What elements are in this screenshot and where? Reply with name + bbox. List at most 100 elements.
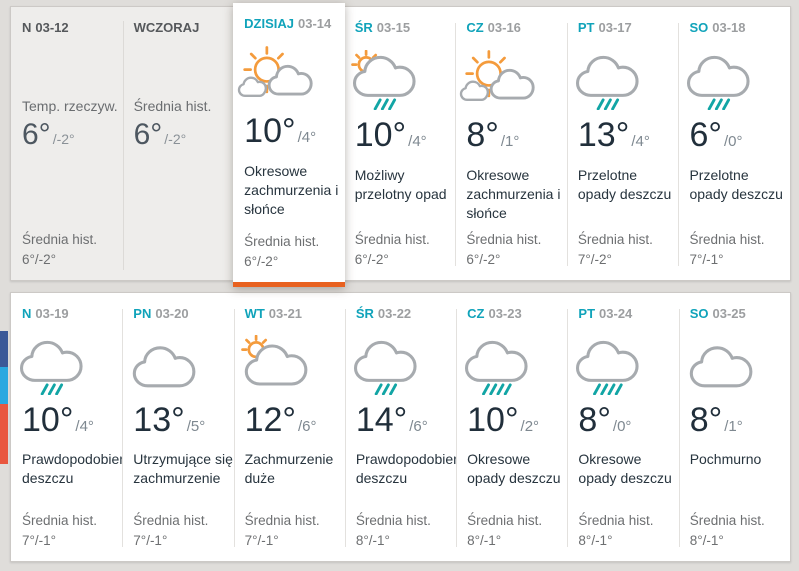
temperature: 10°/2° (456, 399, 567, 442)
day-column[interactable]: WT 03-21 12°/6° Zachmurzenie duże Średnia… (233, 293, 345, 561)
historical-value: 8°/-1° (467, 533, 502, 548)
high-temp: 10° (354, 116, 407, 154)
weather-icon-slot (344, 42, 456, 114)
day-date: 03-22 (377, 306, 412, 321)
day-column[interactable]: N03-19 10°/4° Prawdopodobieństwo deszczu… (11, 293, 122, 561)
weather-icon-slot (11, 328, 122, 399)
day-column[interactable]: PT 03-24 8°/0° Okresowe opady deszczu Śre… (567, 293, 678, 561)
weather-icon-slot (567, 42, 679, 114)
high-temp: 8° (689, 400, 723, 439)
rain-icon (682, 50, 758, 110)
day-date: 03-23 (488, 306, 522, 321)
day-column[interactable]: PT 03-17 13°/4° Przelotne opady deszczu Ś… (566, 7, 679, 280)
day-header: PN 03-20 (122, 293, 233, 328)
historical-average: Średnia hist. 8°/-1° (567, 513, 678, 561)
low-temp: /-2° (164, 131, 187, 147)
more-share-button[interactable] (0, 404, 8, 464)
day-abbr: WCZORAJ (133, 20, 200, 35)
historical-average: Średnia hist. 6°/-2° (455, 232, 567, 280)
low-temp: /4° (408, 133, 427, 150)
day-date: 03-14 (298, 16, 332, 31)
historical-label: Średnia hist. (466, 232, 542, 247)
day-column[interactable]: SO 03-18 6°/0° Przelotne opady deszczu Śr… (678, 7, 790, 280)
day-abbr: DZISIAJ (244, 16, 294, 31)
day-date: 03-19 (35, 306, 69, 321)
condition-text: Okresowe zachmurzenia i słońce (466, 167, 561, 221)
weather-icon-slot (456, 328, 567, 399)
historical-average: Średnia hist. 8°/-1° (345, 513, 456, 561)
day-abbr: CZ (467, 306, 485, 321)
day-abbr: WT (244, 306, 265, 321)
day-column-yesterday[interactable]: WCZORAJ Średnia hist. 6°/-2° (122, 7, 235, 280)
high-temp: 8° (578, 400, 611, 439)
high-temp: 14° (355, 400, 408, 439)
condition-text: Okresowe zachmurzenia i słońce (244, 163, 339, 217)
day-column[interactable]: CZ 03-23 10°/2° Okresowe opady deszczu Śr… (456, 293, 567, 561)
day-date: 03-24 (599, 306, 633, 321)
historical-value: 6°/-2° (354, 252, 389, 267)
historical-average: Średnia hist. 6°/-2° (11, 232, 123, 280)
low-temp: /2° (520, 417, 540, 435)
high-temp: 10° (467, 400, 519, 439)
rain-icon (460, 335, 536, 395)
rain-icon (571, 335, 647, 395)
day-column[interactable]: PN 03-20 13°/5° Utrzymujące się zachmurze… (122, 293, 233, 561)
day-header: ŚR 03-15 (344, 7, 456, 42)
historical-value: 8°/-1° (689, 533, 724, 548)
temperature: 6°/0° (678, 114, 790, 158)
weather-icon-slot (678, 42, 790, 114)
weather-icon-slot (679, 328, 790, 399)
day-abbr: CZ (466, 20, 484, 35)
day-header: ŚR 03-22 (345, 293, 456, 328)
low-temp: /4° (297, 129, 317, 146)
day-date: 03-17 (598, 20, 632, 35)
historical-average: Średnia hist. 7°/-2° (567, 232, 679, 280)
weather-icon-slot (345, 328, 456, 399)
low-temp: /1° (724, 417, 743, 435)
rain-icon (349, 335, 425, 395)
temperature: 8°/0° (567, 399, 678, 442)
condition-text: Utrzymujące się zachmurzenie (133, 450, 233, 486)
condition-text: Pochmurno (689, 450, 762, 467)
temperature: 10°/4° (11, 399, 122, 442)
day-column-today[interactable]: DZISIAJ 03-14 10°/4° Okresowe zachmurzeni… (233, 3, 345, 287)
historical-average: Średnia hist. 7°/-1° (11, 513, 122, 561)
forecast-panel-week2: N03-19 10°/4° Prawdopodobieństwo deszczu… (10, 292, 791, 562)
historical-label: Średnia hist. (244, 513, 320, 528)
day-header: WT 03-21 (234, 293, 345, 328)
weather-icon-slot (234, 328, 345, 399)
day-header: PT 03-24 (567, 293, 678, 328)
historical-average: Średnia hist. 6°/-2° (233, 234, 345, 282)
condition-text: Okresowe opady deszczu (578, 450, 672, 486)
high-temp: 6° (133, 118, 163, 151)
cloud-icon (126, 335, 202, 395)
day-header: N 03-19 (11, 293, 122, 328)
high-temp: 12° (244, 400, 296, 439)
temperature: 13°/4° (567, 114, 679, 158)
facebook-share-button[interactable] (0, 331, 8, 367)
twitter-share-button[interactable] (0, 367, 8, 404)
historical-value: 7°/-1° (22, 533, 57, 548)
historical-label: Średnia hist. (22, 232, 98, 247)
temperature: 10°/4° (344, 114, 456, 158)
historical-value: 6°/-2° (244, 254, 279, 269)
low-temp: /5° (186, 417, 206, 435)
condition-text: Przelotne opady deszczu (689, 167, 783, 202)
day-date: 03-18 (712, 20, 746, 35)
day-header: SO 03-18 (678, 7, 790, 42)
temperature: 6°/-2° (11, 114, 123, 158)
high-temp: 6° (689, 116, 722, 154)
day-column-past-actual[interactable]: N 03-12 Temp. rzeczyw. 6°/-2° Średnia his… (11, 7, 123, 280)
day-date: 03-21 (268, 306, 303, 321)
day-column[interactable]: SO 03-25 8°/1° Pochmurno Średnia hist. 8°… (678, 293, 790, 561)
day-column[interactable]: CZ 03-16 8°/1° Okresowe zachmurzenia i sł… (455, 7, 567, 280)
day-column[interactable]: ŚR 03-15 10°/4° Możliwy przelotny opad Śr… (343, 7, 456, 280)
partly-sunny-icon (459, 50, 535, 110)
historical-average: Średnia hist. 7°/-1° (678, 232, 790, 280)
low-temp: /-2° (52, 131, 75, 147)
historical-average: Średnia hist. 7°/-1° (122, 513, 233, 561)
historical-value: 7°/-1° (689, 252, 724, 267)
day-header: CZ 03-23 (456, 293, 567, 328)
day-abbr: PT (578, 306, 596, 321)
